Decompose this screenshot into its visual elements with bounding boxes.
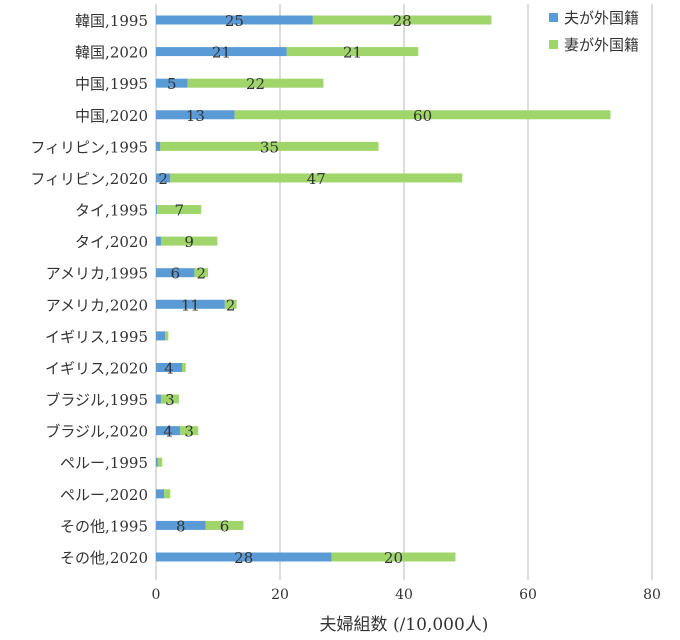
x-tick-label: 60 — [519, 587, 537, 603]
bar-segment — [205, 520, 244, 530]
data-label: 6 — [220, 517, 230, 535]
category-label: その他,1995 — [60, 517, 148, 535]
bar-segment — [182, 362, 186, 372]
category-label: ペルー,2020 — [60, 486, 148, 504]
bar-segment — [156, 205, 158, 215]
data-label: 6 — [170, 265, 180, 283]
bar-segment — [224, 299, 237, 309]
data-label: 2 — [196, 265, 206, 283]
bar-segment — [157, 205, 202, 215]
bar-segment — [156, 141, 161, 151]
bar-segment — [160, 236, 218, 246]
bar-segment — [234, 110, 611, 120]
bar-segment — [156, 457, 158, 467]
x-axis-title: 夫婦組数 (/10,000人) — [320, 615, 489, 635]
bar-segment — [156, 173, 171, 183]
bar-segment — [156, 331, 166, 341]
category-label: 韓国,1995 — [75, 12, 148, 30]
bar-segment — [156, 426, 181, 436]
data-label: 2 — [226, 296, 236, 314]
category-label: ブラジル,1995 — [45, 391, 148, 409]
bar-segment — [194, 268, 209, 278]
category-label: 韓国,2020 — [75, 44, 148, 62]
data-label: 8 — [176, 517, 186, 535]
category-label: 中国,2020 — [75, 107, 148, 125]
category-label: タイ,1995 — [75, 202, 148, 220]
category-label: アメリカ,1995 — [46, 265, 148, 283]
data-label: 11 — [181, 296, 200, 314]
data-label: 5 — [167, 75, 177, 93]
data-label: 60 — [413, 107, 432, 125]
data-label: 21 — [212, 44, 231, 62]
data-label: 25 — [225, 12, 244, 30]
data-label: 21 — [343, 44, 362, 62]
bar-segment — [156, 78, 188, 88]
bar-segment — [164, 489, 171, 499]
category-label: フィリピン,1995 — [30, 138, 148, 156]
category-label: イギリス,1995 — [45, 328, 148, 346]
data-label: 3 — [165, 391, 175, 409]
bar-segment — [331, 552, 456, 562]
x-tick-label: 20 — [271, 587, 289, 603]
bar-segment — [170, 173, 463, 183]
category-label: その他,2020 — [60, 549, 148, 567]
data-label: 2 — [158, 170, 168, 188]
x-tick-label: 40 — [395, 587, 413, 603]
category-label: アメリカ,2020 — [46, 296, 148, 314]
bar-segment — [312, 15, 492, 25]
bar-segment — [156, 299, 225, 309]
data-label: 35 — [260, 138, 279, 156]
bar-segment — [160, 394, 179, 404]
data-label: 4 — [164, 359, 174, 377]
legend-swatch — [549, 13, 558, 22]
bar-segment — [156, 110, 235, 120]
data-label: 13 — [186, 107, 205, 125]
data-label: 3 — [184, 423, 194, 441]
x-tick-label: 0 — [152, 587, 161, 603]
bar-segment — [180, 426, 199, 436]
bar-segment — [187, 78, 324, 88]
bar-segment — [156, 15, 313, 25]
bar-segment — [160, 141, 379, 151]
bar-segment — [156, 47, 287, 57]
data-label: 28 — [393, 12, 412, 30]
bar-segment — [156, 236, 161, 246]
category-label: ブラジル,2020 — [45, 423, 148, 441]
bar-segment — [156, 362, 183, 372]
bar-segment — [157, 457, 163, 467]
data-label: 4 — [163, 423, 173, 441]
bar-segment — [156, 552, 332, 562]
bar-segment — [156, 394, 161, 404]
category-label: 中国,1995 — [75, 75, 148, 93]
data-label: 28 — [234, 549, 253, 567]
category-label: イギリス,2020 — [45, 359, 148, 377]
bar-segment — [286, 47, 419, 57]
bar-segment — [165, 331, 169, 341]
x-tick-label: 80 — [643, 587, 661, 603]
bar-segment — [156, 520, 206, 530]
data-label: 9 — [184, 233, 194, 251]
bar-segment — [156, 489, 165, 499]
category-label: ペルー,1995 — [60, 454, 148, 472]
data-label: 20 — [384, 549, 403, 567]
data-label: 7 — [174, 202, 184, 220]
data-label: 47 — [307, 170, 326, 188]
category-label: タイ,2020 — [75, 233, 148, 251]
legend-label: 夫が外国籍 — [564, 9, 639, 27]
category-label: フィリピン,2020 — [30, 170, 148, 188]
bar-segment — [156, 268, 195, 278]
legend-label: 妻が外国籍 — [564, 36, 639, 54]
legend-swatch — [549, 40, 558, 49]
data-label: 22 — [246, 75, 265, 93]
